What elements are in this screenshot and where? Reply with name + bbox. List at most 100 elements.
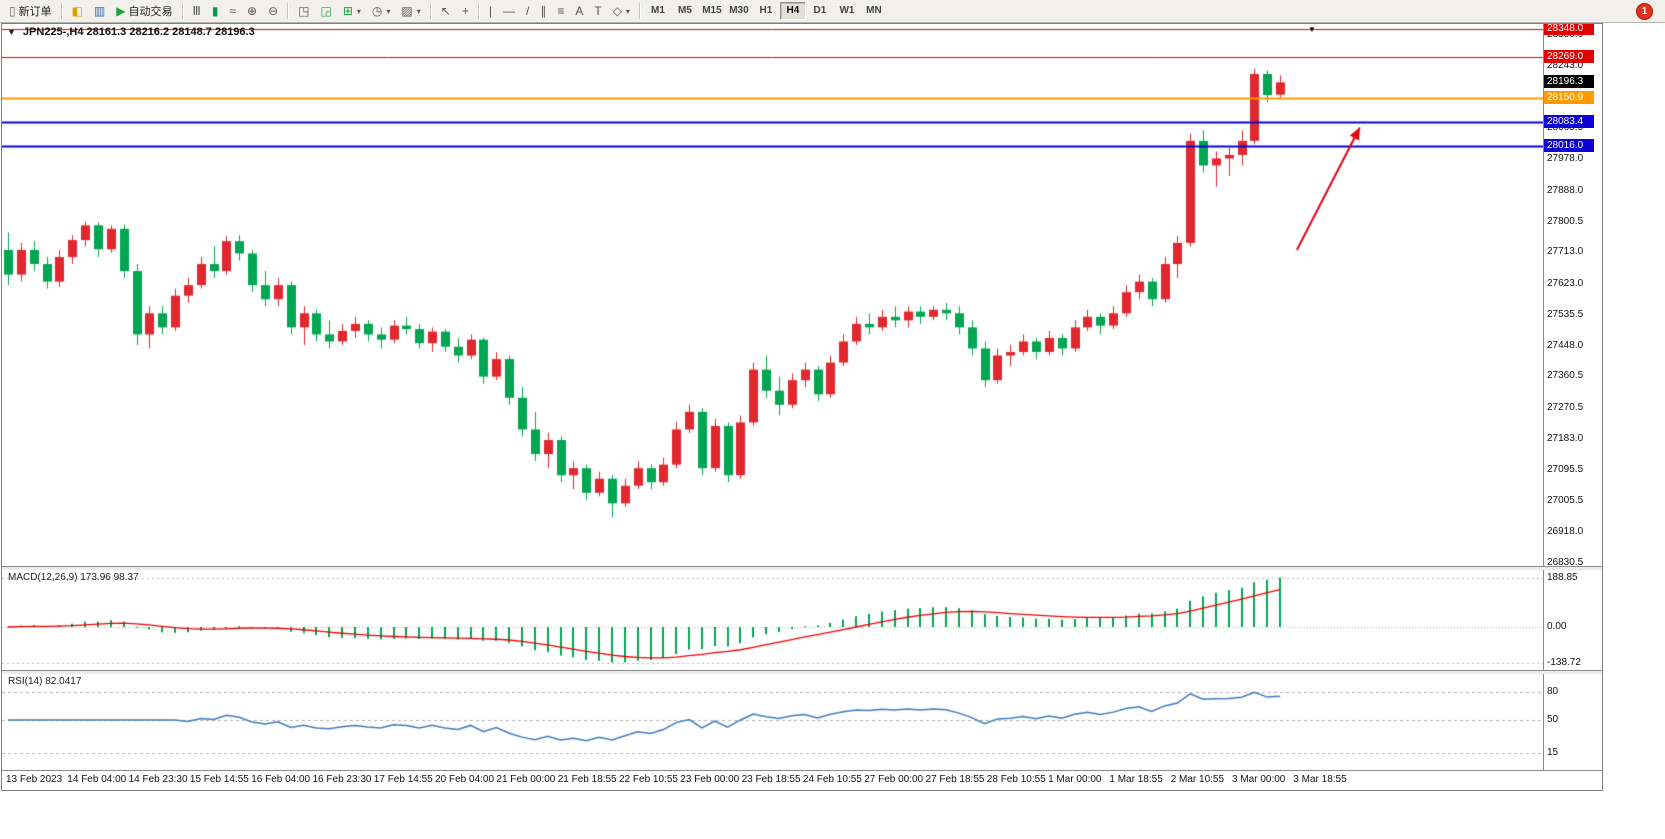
new-order-label: 新订单 [18,6,52,18]
price-level-badge: 28016.0 [1544,138,1594,152]
vertical-line-icon: | [488,3,492,18]
rsi-chart-canvas[interactable] [2,674,1543,770]
price-tick-label: 27005.5 [1547,495,1584,507]
chart-header: ▼ JPN225-,H4 28161.3 28216.2 28148.7 281… [7,26,255,38]
toolbar-separator [287,3,290,19]
trendline-icon: / [525,3,530,18]
timeframe-button-w1[interactable]: W1 [834,2,860,20]
price-tick-label: 27978.0 [1547,153,1584,165]
time-axis-label: 17 Feb 14:55 [373,774,433,785]
fibonacci-icon: ≡ [557,3,565,18]
price-tick-label: 28243.0 [1547,59,1584,71]
price-tick-label: 27888.0 [1547,184,1584,196]
zoom-in-icon: ⊕ [247,3,258,18]
text-label-tool-button[interactable]: T [589,2,606,21]
line-chart-mode-button[interactable]: ≈ [224,2,241,21]
navigator-button[interactable]: ▥ [89,2,110,21]
time-axis-label: 14 Feb 04:00 [67,774,127,785]
macd-panel: MACD(12,26,9) 173.96 98.37 188.85 0.00 -13… [2,570,1602,670]
time-axis-label: 3 Mar 18:55 [1293,774,1347,785]
vertical-line-tool-button[interactable]: | [484,2,497,21]
templates-dropdown-icon: ▾ [416,6,421,16]
channel-icon: ∥ [540,3,547,18]
cursor-icon: ↖ [440,3,451,18]
time-axis-label: 15 Feb 14:55 [189,774,249,785]
timeframe-button-h4[interactable]: H4 [779,2,806,20]
time-axis-label: 28 Feb 10:55 [986,774,1046,785]
price-tick-label: 27535.5 [1547,308,1584,320]
cursor-tool-button[interactable]: ↖ [436,2,456,21]
text-tool-button[interactable]: A [570,2,588,21]
time-axis-label: 23 Feb 00:00 [680,774,740,785]
notification-badge[interactable]: 1 [1636,2,1653,20]
panel-splitter[interactable] [2,566,1602,570]
arrange-charts-button[interactable]: ◲ [315,2,336,21]
periods-dropdown-icon: ▾ [386,6,391,16]
text-label-icon: T [594,3,602,18]
time-axis-label: 21 Feb 00:00 [496,774,556,785]
crosshair-tool-button[interactable]: + [457,2,474,21]
new-chart-dropdown-icon: ▾ [356,6,361,16]
arrange-charts-icon: ◲ [320,3,332,18]
time-axis-label: 22 Feb 10:55 [619,774,678,785]
time-axis-label: 13 Feb 2023 [6,774,63,785]
price-tick-label: 27623.0 [1547,278,1584,290]
main-chart-panel: ▼ JPN225-,H4 28161.3 28216.2 28148.7 281… [2,24,1602,566]
auto-trading-button[interactable]: ▶ 自动交易 [111,2,177,21]
periods-button[interactable]: ◷ ▾ [367,2,396,21]
price-tick-label: 27270.5 [1547,402,1584,414]
new-order-button[interactable]: ▯ 新订单 [4,2,57,21]
templates-button[interactable]: ▨ ▾ [396,2,425,21]
price-tick-label: 27800.5 [1547,215,1584,227]
bar-chart-mode-button[interactable]: Ⅲ [188,2,206,21]
shapes-icon: ◇ [612,3,622,18]
shapes-tool-button[interactable]: ◇ ▾ [608,2,635,21]
rsi-scale-label: 15 [1547,746,1559,758]
tile-windows-button[interactable]: ◳ [293,2,314,21]
zoom-in-button[interactable]: ⊕ [242,2,262,21]
zoom-out-icon: ⊖ [268,3,279,18]
price-tick-label: 27183.0 [1547,432,1584,444]
shapes-dropdown-icon: ▾ [625,6,630,16]
horizontal-line-tool-button[interactable]: — [498,2,520,21]
chart-title: JPN225-,H4 28161.3 28216.2 28148.7 28196… [22,26,255,38]
new-chart-button[interactable]: ⊞ ▾ [338,2,366,21]
timeframe-button-mn[interactable]: MN [861,2,887,20]
one-click-trading-toggle[interactable]: ▼ [7,27,16,37]
candlestick-chart-canvas[interactable] [2,24,1543,566]
candlestick-icon: ▮ [211,3,219,18]
chart-shift-marker[interactable]: ▼ [1308,25,1316,34]
price-tick-label: 26918.0 [1547,526,1584,538]
timeframe-button-m1[interactable]: M1 [645,2,671,20]
text-icon: A [575,3,584,18]
timeframe-button-m30[interactable]: M30 [726,2,752,20]
timeframe-button-d1[interactable]: D1 [807,2,833,20]
fibonacci-tool-button[interactable]: ≡ [552,2,569,21]
toolbar-separator [477,3,480,19]
price-level-badge: 28150.9 [1544,91,1594,105]
time-axis-label: 1 Mar 00:00 [1048,774,1102,785]
time-axis-label: 14 Feb 23:30 [128,774,188,785]
panel-splitter[interactable] [2,670,1602,674]
channel-tool-button[interactable]: ∥ [535,2,551,21]
auto-trading-label: 自动交易 [128,6,173,18]
price-tick-label: 26830.5 [1547,557,1584,566]
macd-chart-canvas[interactable] [2,570,1543,670]
timeframe-button-m5[interactable]: M5 [672,2,698,20]
time-axis-label: 27 Feb 00:00 [864,774,924,785]
time-axis-label: 3 Mar 00:00 [1232,774,1286,785]
time-axis[interactable]: 13 Feb 2023 14 Feb 04:00 14 Feb 23:30 15 Fe… [2,770,1602,790]
candlestick-mode-button[interactable]: ▮ [207,2,224,21]
toolbar-separator [429,3,432,19]
horizontal-line-icon: — [502,3,515,18]
navigator-icon: ▥ [93,3,106,18]
price-tick-label: 27360.5 [1547,370,1584,382]
zoom-out-button[interactable]: ⊖ [263,2,283,21]
market-watch-button[interactable]: ◧ [67,2,88,21]
line-chart-icon: ≈ [229,3,237,18]
trendline-tool-button[interactable]: / [521,2,534,21]
price-tick-label: 27095.5 [1547,463,1584,475]
timeframe-button-m15[interactable]: M15 [699,2,725,20]
timeframe-button-h1[interactable]: H1 [753,2,779,20]
current-price-badge: 28196.3 [1544,75,1594,89]
